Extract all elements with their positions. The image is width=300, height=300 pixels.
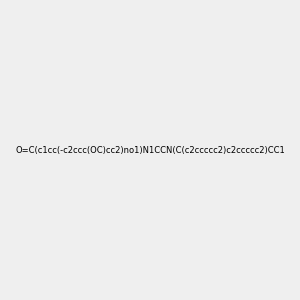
Text: O=C(c1cc(-c2ccc(OC)cc2)no1)N1CCN(C(c2ccccc2)c2ccccc2)CC1: O=C(c1cc(-c2ccc(OC)cc2)no1)N1CCN(C(c2ccc… [15,146,285,154]
